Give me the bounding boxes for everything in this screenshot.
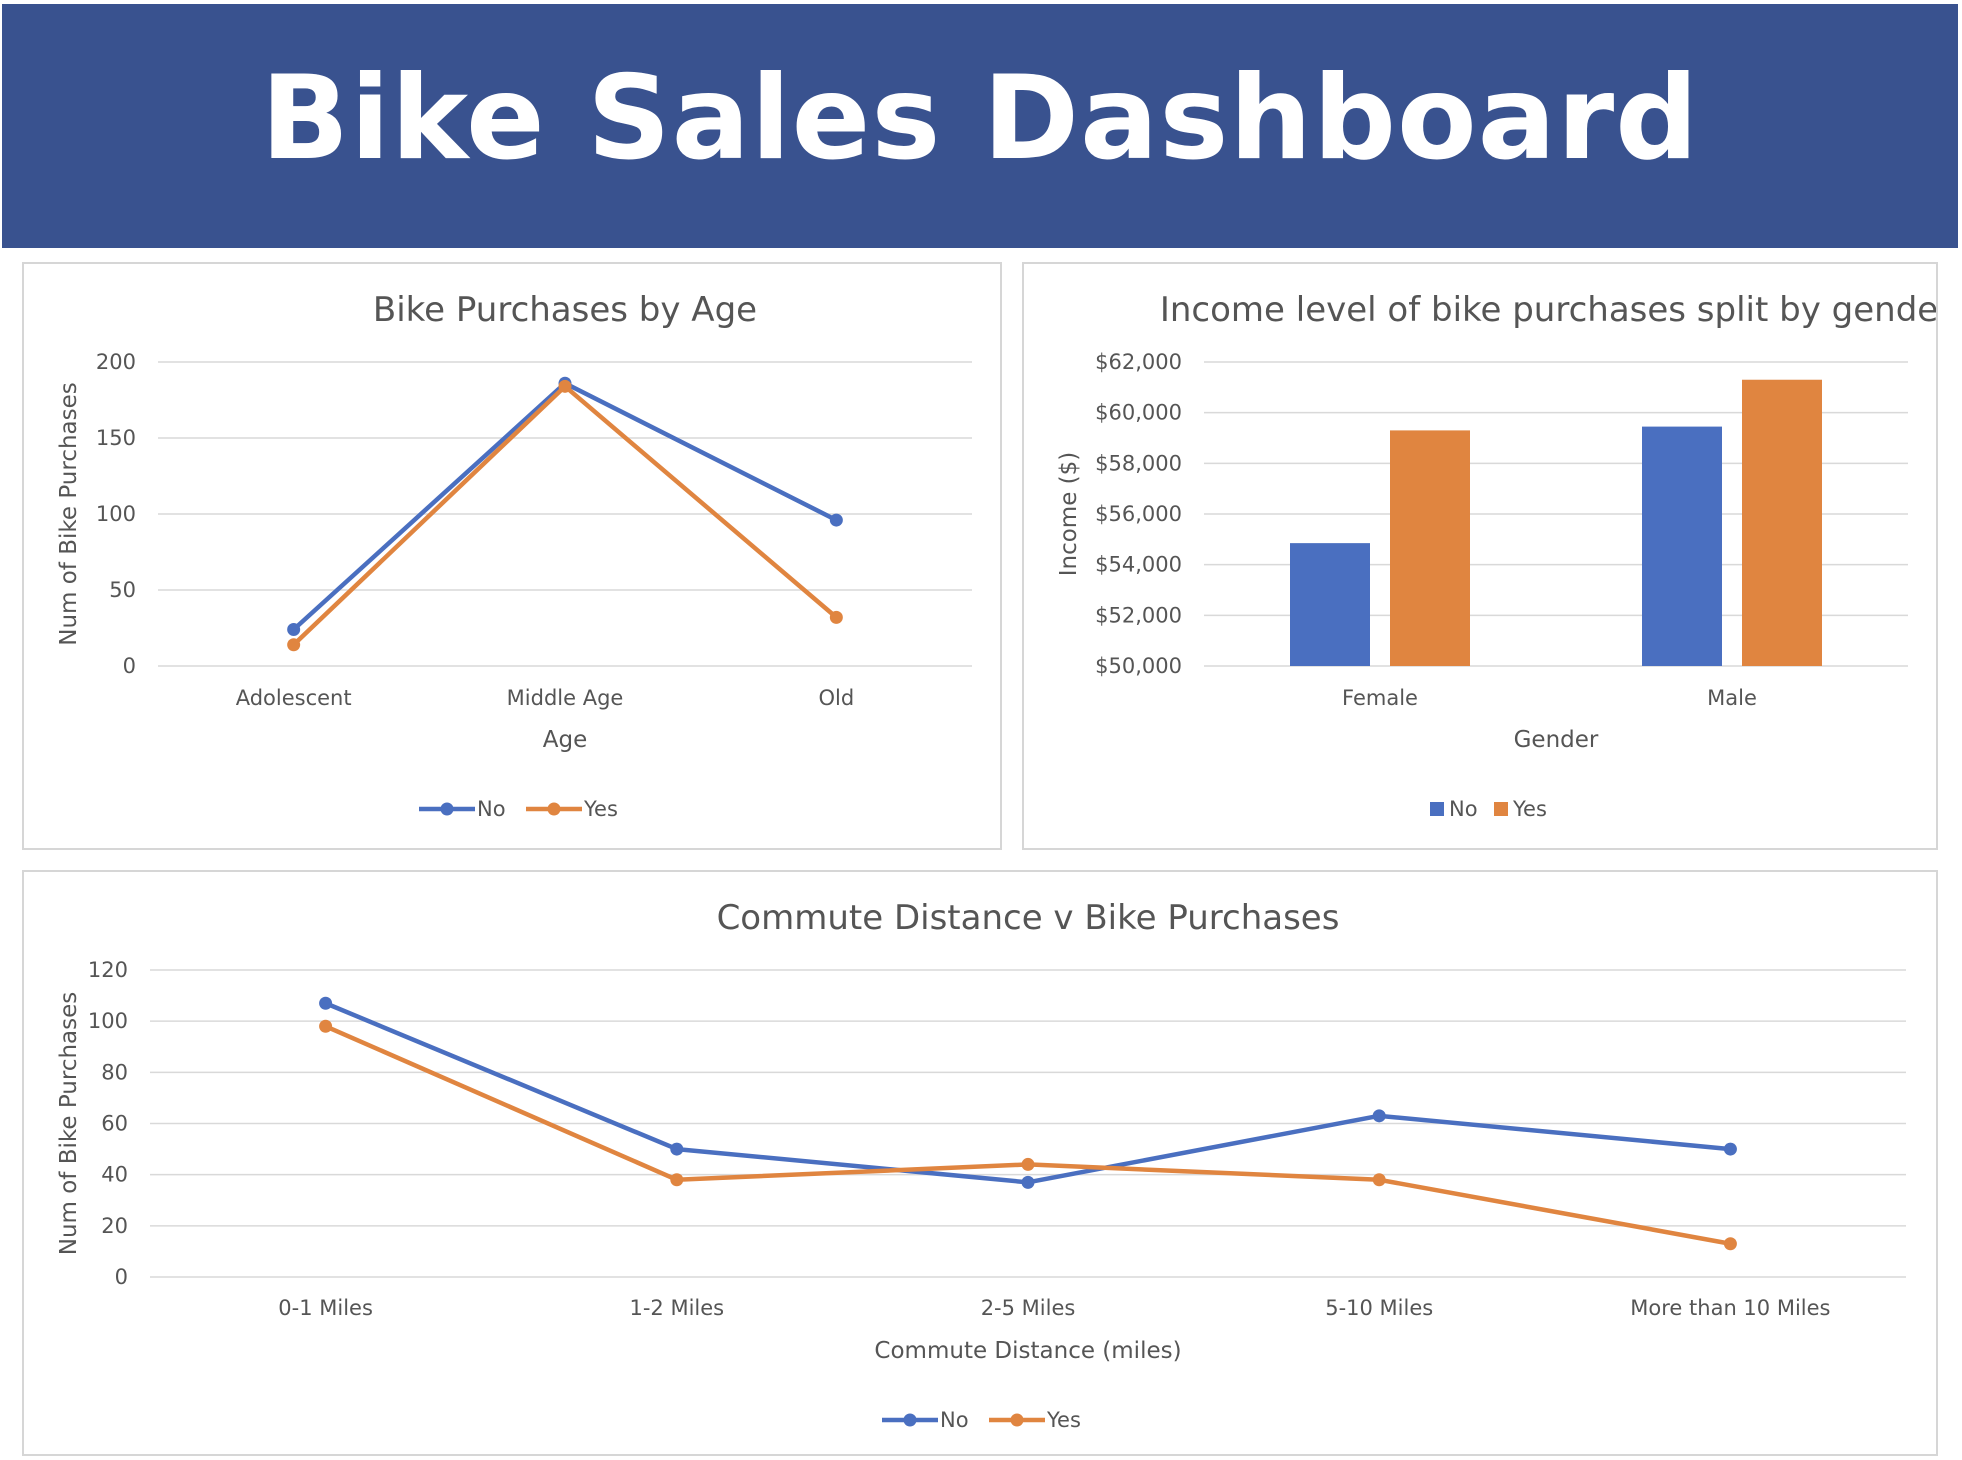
bar-no [1642, 426, 1722, 666]
y-tick-label: $58,000 [1095, 451, 1182, 475]
x-tick-label: Old [818, 686, 854, 710]
data-point-yes [670, 1173, 684, 1187]
data-point-yes [287, 638, 301, 652]
data-point-no [1372, 1109, 1386, 1123]
y-tick-label: 0 [123, 654, 136, 678]
series-line-no [292, 381, 838, 632]
legend-label: No [940, 1408, 969, 1432]
data-point-no [1723, 1142, 1737, 1156]
bar-yes [1390, 430, 1470, 666]
y-tick-label: $60,000 [1095, 401, 1182, 425]
x-tick-label: Male [1707, 686, 1757, 710]
data-point-no [829, 513, 843, 527]
x-tick-label: More than 10 Miles [1630, 1296, 1830, 1320]
legend-swatch-yes [1494, 802, 1508, 816]
y-tick-label: 50 [109, 578, 136, 602]
x-axis-title: Age [543, 727, 587, 753]
y-tick-label: 200 [96, 350, 136, 374]
y-tick-label: 150 [96, 426, 136, 450]
legend-marker-yes [547, 802, 561, 816]
y-tick-label: $50,000 [1095, 654, 1182, 678]
legend-label: No [1449, 797, 1478, 821]
x-tick-label: Female [1342, 686, 1418, 710]
data-point-no [670, 1142, 684, 1156]
legend-label: Yes [583, 797, 618, 821]
data-point-no [287, 623, 301, 637]
dashboard-header: Bike Sales Dashboard [2, 4, 1958, 248]
y-tick-label: $52,000 [1095, 603, 1182, 627]
chart-title: Commute Distance v Bike Purchases [717, 898, 1340, 938]
series-line-no [324, 1001, 1731, 1185]
data-point-yes [1372, 1173, 1386, 1187]
legend-label: No [477, 797, 506, 821]
commute-line-chart: Commute Distance v Bike Purchases 0 20 40 60… [56, 898, 1906, 1432]
y-tick-label: 40 [101, 1163, 128, 1187]
series-line-yes [292, 384, 838, 647]
data-point-no [319, 996, 333, 1010]
income-chart-panel: Income level of bike purchases split by … [1022, 262, 1938, 850]
x-axis-title: Commute Distance (miles) [874, 1338, 1181, 1364]
legend-label: Yes [1046, 1408, 1081, 1432]
y-tick-label: 100 [88, 1009, 128, 1033]
y-tick-label: $56,000 [1095, 502, 1182, 526]
dashboard-title: Bike Sales Dashboard [260, 50, 1700, 186]
data-point-yes [1723, 1237, 1737, 1251]
y-tick-label: 20 [101, 1214, 128, 1238]
y-tick-label: 80 [101, 1060, 128, 1084]
y-tick-label: 0 [115, 1265, 128, 1289]
y-tick-label: 120 [88, 958, 128, 982]
legend-marker-yes [1010, 1413, 1024, 1427]
y-tick-label: 60 [101, 1112, 128, 1136]
data-point-yes [1021, 1157, 1035, 1171]
y-axis-title: Num of Bike Purchases [56, 382, 82, 646]
x-tick-label: 1-2 Miles [629, 1296, 724, 1320]
series-line-yes [324, 1024, 1731, 1246]
legend-marker-no [440, 802, 454, 816]
x-axis-title: Gender [1514, 727, 1599, 753]
commute-chart-panel: Commute Distance v Bike Purchases 0 20 40 60… [22, 870, 1938, 1456]
bar-no [1290, 543, 1370, 666]
y-tick-label: $54,000 [1095, 553, 1182, 577]
x-tick-label: Middle Age [507, 686, 624, 710]
x-tick-label: 2-5 Miles [981, 1296, 1076, 1320]
income-bar-chart: Income level of bike purchases split by … [1056, 290, 1936, 821]
data-point-yes [319, 1019, 333, 1033]
data-point-yes [558, 379, 572, 393]
legend-label: Yes [1512, 797, 1547, 821]
legend-swatch-no [1430, 802, 1444, 816]
age-chart-panel: Bike Purchases by Age 0 50 100 150 200 Adolesc… [22, 262, 1002, 850]
x-tick-label: 5-10 Miles [1325, 1296, 1433, 1320]
chart-title: Bike Purchases by Age [373, 290, 757, 330]
x-tick-label: 0-1 Miles [278, 1296, 373, 1320]
age-line-chart: Bike Purchases by Age 0 50 100 150 200 Adolesc… [56, 290, 972, 821]
y-tick-label: 100 [96, 502, 136, 526]
data-point-no [1021, 1175, 1035, 1189]
bar-yes [1742, 379, 1822, 666]
y-axis-title: Num of Bike Purchases [56, 992, 82, 1256]
y-axis-title: Income ($) [1056, 452, 1082, 577]
legend-marker-no [903, 1413, 917, 1427]
y-tick-label: $62,000 [1095, 350, 1182, 374]
chart-title: Income level of bike purchases split by … [1160, 290, 1936, 330]
x-tick-label: Adolescent [236, 686, 352, 710]
data-point-yes [829, 610, 843, 624]
